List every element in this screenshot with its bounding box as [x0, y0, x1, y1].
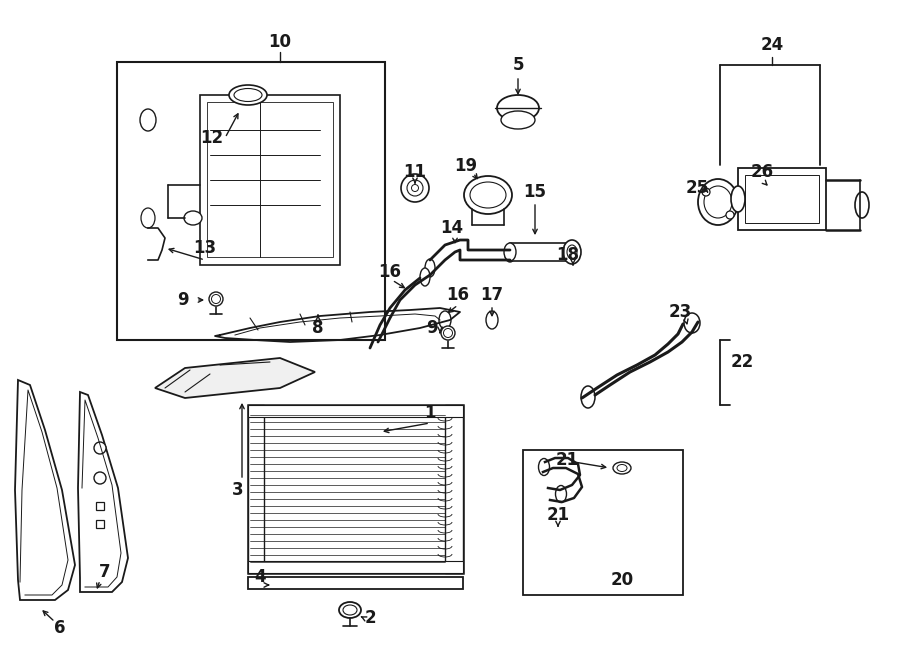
Text: 6: 6 [54, 619, 66, 637]
Text: 16: 16 [379, 263, 401, 281]
Ellipse shape [470, 182, 506, 208]
Text: 20: 20 [610, 571, 634, 589]
Ellipse shape [855, 192, 869, 218]
Ellipse shape [339, 602, 361, 618]
Text: 11: 11 [403, 163, 427, 181]
Ellipse shape [504, 243, 516, 261]
Bar [738, 168, 826, 230]
Ellipse shape [411, 184, 418, 192]
Ellipse shape [501, 111, 535, 129]
Text: 2: 2 [364, 609, 376, 627]
Text: 7: 7 [99, 563, 111, 581]
Ellipse shape [684, 313, 700, 333]
Ellipse shape [704, 186, 732, 218]
Text: 21: 21 [555, 451, 579, 469]
Text: 12: 12 [201, 129, 223, 147]
Text: 13: 13 [194, 239, 217, 257]
Bar [248, 405, 463, 573]
Bar [745, 175, 819, 223]
Bar [248, 577, 463, 589]
Bar [523, 450, 683, 595]
Text: 15: 15 [524, 183, 546, 201]
Bar [117, 62, 385, 340]
Ellipse shape [209, 292, 223, 306]
Ellipse shape [566, 243, 578, 261]
Ellipse shape [234, 89, 262, 102]
Bar [96, 520, 104, 528]
Ellipse shape [617, 465, 627, 471]
Ellipse shape [567, 245, 577, 259]
Text: 24: 24 [760, 36, 784, 54]
Ellipse shape [581, 386, 595, 408]
Ellipse shape [698, 179, 738, 225]
Bar [248, 405, 463, 417]
Ellipse shape [407, 180, 423, 196]
Ellipse shape [140, 109, 156, 131]
Ellipse shape [444, 329, 453, 338]
Ellipse shape [486, 311, 498, 329]
Polygon shape [155, 358, 315, 398]
Ellipse shape [497, 95, 539, 121]
Text: 9: 9 [177, 291, 189, 309]
Bar [510, 243, 572, 261]
Text: 22: 22 [731, 353, 753, 371]
Ellipse shape [538, 459, 550, 475]
Text: 21: 21 [546, 506, 570, 524]
Text: 1: 1 [424, 404, 436, 422]
Text: 8: 8 [312, 319, 324, 337]
Text: 26: 26 [751, 163, 774, 181]
Bar [248, 561, 463, 573]
Text: 17: 17 [481, 286, 504, 304]
Text: 18: 18 [556, 246, 580, 264]
Ellipse shape [441, 326, 455, 340]
Bar [445, 405, 463, 573]
Text: 10: 10 [268, 33, 292, 51]
Ellipse shape [184, 211, 202, 225]
Bar [207, 102, 333, 257]
Ellipse shape [425, 259, 435, 277]
Bar [200, 95, 340, 265]
Ellipse shape [563, 240, 581, 264]
Ellipse shape [141, 208, 155, 228]
Text: 16: 16 [446, 286, 470, 304]
Text: 23: 23 [669, 303, 691, 321]
Text: 3: 3 [232, 481, 244, 499]
Text: 4: 4 [254, 568, 266, 586]
Text: 14: 14 [440, 219, 464, 237]
Text: 5: 5 [512, 56, 524, 74]
Ellipse shape [613, 462, 631, 474]
Text: 19: 19 [454, 157, 478, 175]
Ellipse shape [555, 485, 566, 502]
Polygon shape [15, 380, 75, 600]
Ellipse shape [464, 176, 512, 214]
Ellipse shape [212, 295, 220, 303]
Ellipse shape [401, 174, 429, 202]
Circle shape [726, 211, 734, 219]
Ellipse shape [229, 85, 267, 105]
Circle shape [702, 188, 710, 196]
Text: 9: 9 [427, 319, 437, 337]
Circle shape [94, 472, 106, 484]
Ellipse shape [505, 248, 515, 262]
Text: 25: 25 [686, 179, 708, 197]
Polygon shape [78, 392, 128, 592]
Ellipse shape [420, 268, 430, 286]
Bar [96, 502, 104, 510]
Circle shape [94, 442, 106, 454]
Ellipse shape [731, 186, 745, 212]
Ellipse shape [439, 311, 451, 329]
Bar [248, 405, 264, 573]
Ellipse shape [343, 605, 357, 615]
